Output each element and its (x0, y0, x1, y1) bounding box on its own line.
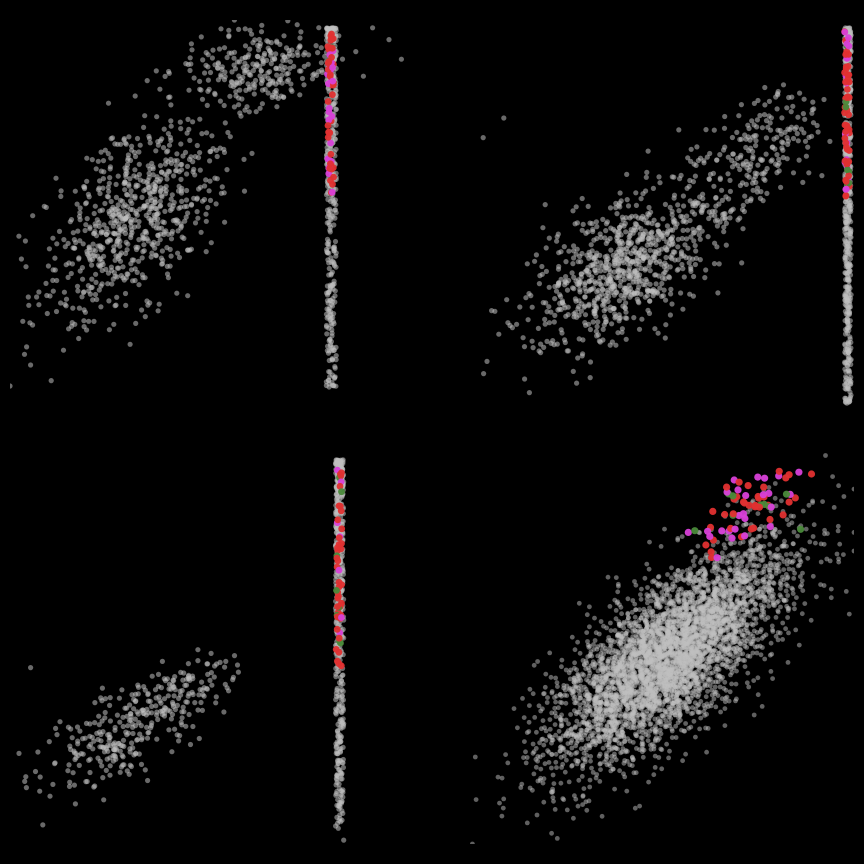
panel-top-right-svg (442, 20, 854, 412)
panel-bottom-right-svg (442, 452, 854, 844)
panel-bottom-left (10, 452, 422, 844)
chart-grid (0, 0, 864, 864)
panel-bottom-left-svg (10, 452, 422, 844)
panel-top-right (442, 20, 854, 412)
panel-bottom-right (442, 452, 854, 844)
panel-top-left (10, 20, 422, 412)
panel-top-left-svg (10, 20, 422, 412)
